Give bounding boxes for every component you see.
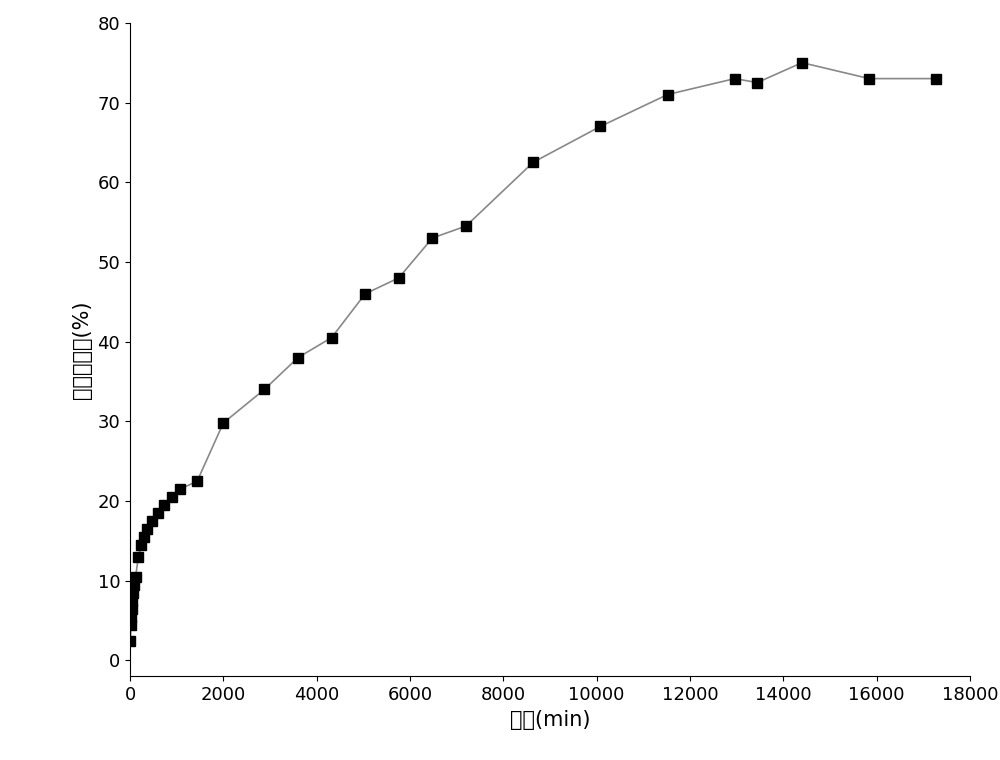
X-axis label: 时间(min): 时间(min) (510, 710, 590, 730)
Y-axis label: 药物释放量(%): 药物释放量(%) (72, 300, 92, 399)
